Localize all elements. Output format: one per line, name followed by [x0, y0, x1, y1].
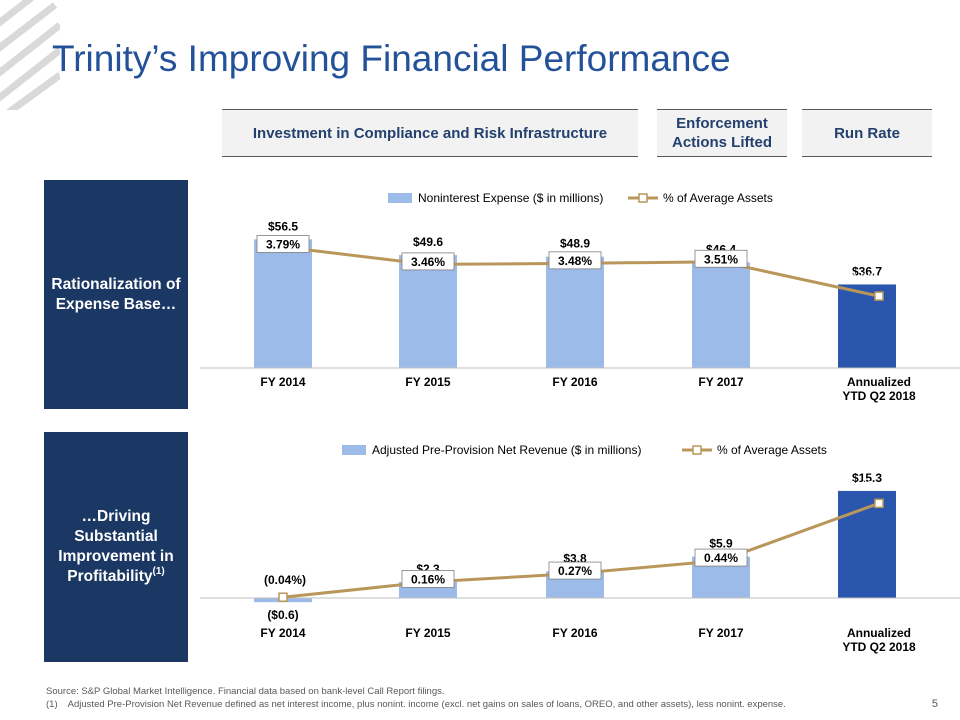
bar	[838, 284, 896, 368]
legend-label-bars: Noninterest Expense ($ in millions)	[418, 191, 603, 205]
header-enforcement-line1: Enforcement	[676, 115, 768, 132]
page-title: Trinity’s Improving Financial Performanc…	[52, 38, 731, 79]
legend-label-line: % of Average Assets	[717, 443, 827, 457]
side-label-profitability-text: …Driving Substantial Improvement in Prof…	[58, 508, 174, 585]
footnote-1-text: Adjusted Pre-Provision Net Revenue defin…	[67, 699, 786, 710]
header-run-rate-label: Run Rate	[834, 124, 900, 142]
header-investment-label: Investment in Compliance and Risk Infras…	[252, 124, 608, 142]
line-value-badge	[548, 251, 602, 270]
x-tick-label: FY 2017	[698, 626, 743, 640]
side-label-profitability: …Driving Substantial Improvement in Prof…	[44, 432, 188, 662]
legend-swatch-bars	[342, 445, 366, 455]
bar	[692, 262, 750, 368]
bar-value-label: $5.9	[709, 537, 733, 551]
ppnr-chart: Adjusted Pre-Provision Net Revenue ($ in…	[200, 443, 960, 654]
line-value-label: 2.86%	[850, 271, 884, 285]
side-label-expense: Rationalization of Expense Base…	[44, 180, 188, 409]
line-value-label: 3.51%	[704, 252, 738, 266]
line-value-badge	[401, 570, 455, 588]
bar-value-label: $15.3	[852, 471, 882, 485]
bar	[546, 256, 604, 368]
line-point	[278, 592, 288, 602]
line-point	[874, 291, 884, 301]
expense-chart: Noninterest Expense ($ in millions) % of …	[200, 191, 960, 403]
line-value-label: 3.48%	[558, 254, 592, 268]
bar-value-label: ($0.6)	[267, 608, 298, 622]
bar-value-label: $49.6	[413, 235, 443, 249]
x-tick-label: Annualized	[847, 375, 911, 389]
side-label-expense-text: Rationalization of Expense Base…	[51, 275, 181, 313]
bar-value-label: $36.7	[852, 264, 882, 278]
x-tick-label: YTD Q2 2018	[842, 640, 916, 654]
line-value-label: 0.27%	[558, 564, 592, 578]
page-number: 5	[931, 698, 938, 710]
x-tick-label: FY 2016	[552, 375, 597, 389]
logo-stripes-icon	[0, 0, 60, 110]
header-run-rate: Run Rate	[802, 109, 932, 157]
line-value-badge	[256, 235, 310, 253]
line-value-label: 0.44%	[704, 551, 738, 565]
footnote-1-number: (1)	[46, 699, 58, 710]
line-value-badge	[401, 252, 455, 271]
legend-label-bars: Adjusted Pre-Provision Net Revenue ($ in…	[372, 443, 641, 457]
x-tick-label: FY 2014	[260, 375, 305, 389]
x-tick-label: FY 2015	[405, 626, 450, 640]
line-value-label: 0.16%	[411, 572, 445, 586]
line-point	[874, 498, 884, 509]
line-value-badge	[694, 249, 748, 268]
header-enforcement-line2: Actions Lifted	[672, 134, 772, 151]
line-value-badge	[548, 561, 602, 580]
side-label-profitability-text-wrap: …Driving Substantial Improvement in Prof…	[50, 507, 182, 587]
source-note: Source: S&P Global Market Intelligence. …	[46, 686, 445, 697]
legend-label-line: % of Average Assets	[663, 191, 773, 205]
bar	[254, 239, 312, 368]
x-tick-label: YTD Q2 2018	[842, 389, 916, 403]
header-investment: Investment in Compliance and Risk Infras…	[222, 109, 638, 157]
line-value-label: (0.04%)	[264, 573, 306, 587]
line-value-label: 1.19%	[850, 478, 884, 492]
x-tick-label: FY 2017	[698, 375, 743, 389]
bar	[399, 255, 457, 368]
x-tick-label: FY 2016	[552, 626, 597, 640]
footnote-1: (1) Adjusted Pre-Provision Net Revenue d…	[46, 699, 786, 710]
x-tick-label: Annualized	[847, 626, 911, 640]
footnote-mark: (1)	[152, 566, 165, 577]
line-value-label: 3.46%	[411, 255, 445, 269]
legend-point-marker	[638, 193, 648, 203]
x-tick-label: FY 2014	[260, 626, 305, 640]
bar-value-label: $48.9	[560, 237, 590, 251]
bar-value-label: $56.5	[268, 219, 298, 233]
legend-point-marker	[692, 445, 702, 455]
x-tick-label: FY 2015	[405, 375, 450, 389]
legend-swatch-bars	[388, 193, 412, 203]
header-enforcement: Enforcement Actions Lifted	[657, 109, 787, 157]
line-value-label: 3.79%	[266, 237, 300, 251]
line-value-badge	[694, 548, 748, 567]
